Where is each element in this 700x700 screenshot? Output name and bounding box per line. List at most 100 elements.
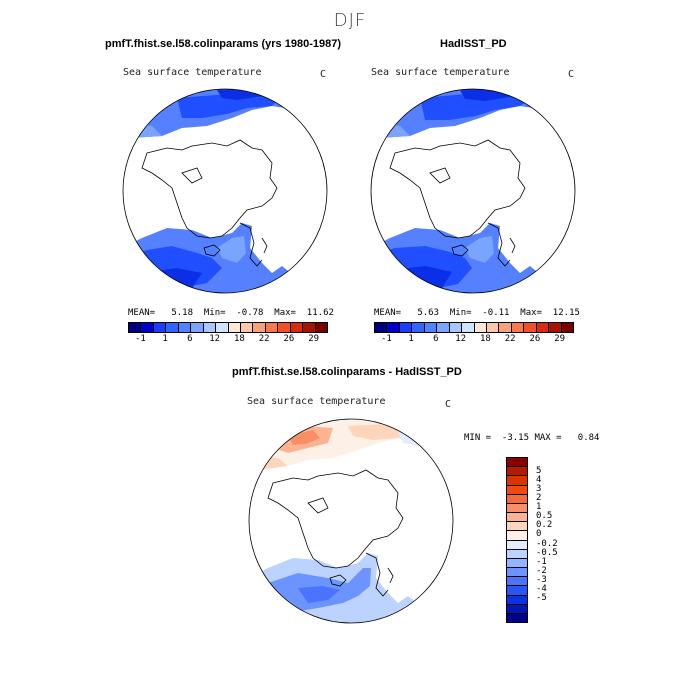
colorbar-tick-label: -1 — [536, 556, 547, 567]
colorbar-tick-label: 26 — [529, 334, 541, 344]
colorbar-tick-label: 29 — [554, 334, 566, 344]
colorbar-tick-label: 0.2 — [536, 520, 553, 531]
colorbar-swatch — [315, 323, 327, 332]
colorbar-swatch — [141, 323, 154, 332]
panel-1-stats: MEAN= 5.18 Min= -0.78 Max= 11.62 — [128, 308, 334, 318]
colorbar-tick-label: 3 — [536, 483, 542, 494]
colorbar-tick-label: -1 — [134, 334, 146, 344]
colorbar-swatch — [303, 323, 316, 332]
colorbar-tick-label: -1 — [380, 334, 392, 344]
colorbar-swatch — [507, 458, 527, 468]
colorbar-swatch — [129, 323, 142, 332]
colorbar-swatch — [412, 323, 425, 332]
colorbar-tick-label: -0.5 — [536, 547, 558, 558]
panel-2-stats: MEAN= 5.63 Min= -0.11 Max= 12.15 — [374, 308, 580, 318]
colorbar-swatch — [507, 494, 527, 504]
panel-3-colorbar-ticks: 5 4 3 2 1 0.5 0.2 0 -0.2 -0.5 -1 -2 -3 -4 -5 — [536, 457, 576, 621]
colorbar-tick-label: -5 — [536, 593, 547, 604]
colorbar-swatch — [507, 613, 527, 623]
colorbar-swatch — [499, 323, 512, 332]
colorbar-swatch — [507, 467, 527, 477]
colorbar-tick-label: 0 — [536, 529, 542, 540]
colorbar-swatch — [290, 323, 304, 332]
colorbar-swatch — [507, 568, 527, 578]
panel-2-unit-label: C — [568, 69, 575, 80]
colorbar-swatch — [437, 323, 450, 332]
colorbar-swatch — [265, 323, 279, 332]
colorbar-tick-label: 29 — [308, 334, 320, 344]
panel-3-polar-map — [248, 418, 454, 624]
panel-3-colorbar — [506, 457, 528, 623]
colorbar-swatch — [536, 323, 550, 332]
colorbar-tick-label: 6 — [187, 334, 193, 344]
panel-3-variable-label: Sea surface temperature — [247, 396, 386, 407]
panel-1-colorbar — [128, 322, 328, 333]
colorbar-swatch — [375, 323, 388, 332]
panel-2-polar-map — [370, 88, 576, 294]
panel-2-colorbar — [374, 322, 574, 333]
colorbar-tick-label: 1 — [536, 502, 542, 513]
colorbar-swatch — [449, 323, 463, 332]
colorbar-swatch — [524, 323, 537, 332]
panel-1-title: pmfT.fhist.se.l58.colinparams (yrs 1980-… — [105, 38, 341, 50]
colorbar-swatch — [507, 558, 527, 569]
panel-1-polar-map — [122, 88, 328, 294]
colorbar-tick-label: 5 — [536, 465, 542, 476]
colorbar-swatch — [507, 522, 527, 532]
colorbar-swatch — [549, 323, 562, 332]
colorbar-swatch — [507, 586, 527, 596]
colorbar-tick-label: 1 — [408, 334, 414, 344]
colorbar-swatch — [424, 323, 438, 332]
colorbar-swatch — [178, 323, 192, 332]
colorbar-swatch — [153, 323, 167, 332]
panel-1-colorbar-ticks: -1 1 6 12 18 22 26 29 — [128, 334, 326, 346]
colorbar-tick-label: -2 — [536, 565, 547, 576]
colorbar-swatch — [203, 323, 217, 332]
colorbar-tick-label: 22 — [504, 334, 516, 344]
colorbar-tick-label: 12 — [455, 334, 467, 344]
colorbar-swatch — [278, 323, 291, 332]
colorbar-tick-label: 4 — [536, 474, 542, 485]
panel-2-colorbar-ticks: -1 1 6 12 18 22 26 29 — [374, 334, 572, 346]
colorbar-swatch — [228, 323, 241, 332]
colorbar-swatch — [507, 513, 527, 523]
panel-2-title: HadISST_PD — [440, 38, 507, 50]
colorbar-tick-label: 1 — [162, 334, 168, 344]
colorbar-tick-label: 18 — [233, 334, 245, 344]
colorbar-swatch — [399, 323, 413, 332]
colorbar-swatch — [507, 476, 527, 486]
colorbar-tick-label: -0.2 — [536, 538, 558, 549]
colorbar-tick-label: 18 — [479, 334, 491, 344]
figure-title: DJF — [333, 10, 367, 31]
colorbar-swatch — [474, 323, 487, 332]
colorbar-swatch — [507, 577, 527, 587]
colorbar-tick-label: 0.5 — [536, 511, 553, 522]
colorbar-tick-label: 12 — [209, 334, 221, 344]
colorbar-swatch — [253, 323, 266, 332]
panel-1-unit-label: C — [320, 69, 327, 80]
panel-3-stats: MIN = -3.15 MAX = 0.84 — [464, 433, 600, 443]
colorbar-swatch — [507, 540, 527, 550]
colorbar-swatch — [507, 503, 527, 514]
colorbar-tick-label: -3 — [536, 575, 547, 585]
panel-1-variable-label: Sea surface temperature — [123, 67, 262, 78]
colorbar-tick-label: 26 — [283, 334, 295, 344]
colorbar-swatch — [511, 323, 525, 332]
colorbar-tick-label: 6 — [433, 334, 439, 344]
panel-2-variable-label: Sea surface temperature — [371, 67, 510, 78]
colorbar-swatch — [486, 323, 500, 332]
colorbar-swatch — [240, 323, 254, 332]
colorbar-swatch — [462, 323, 475, 332]
colorbar-swatch — [507, 531, 527, 541]
colorbar-swatch — [507, 485, 527, 495]
colorbar-swatch — [507, 604, 527, 614]
colorbar-swatch — [191, 323, 204, 332]
panel-3-unit-label: C — [445, 399, 452, 410]
colorbar-swatch — [216, 323, 229, 332]
colorbar-swatch — [507, 595, 527, 605]
panel-3-title: pmfT.fhist.se.l58.colinparams - HadISST_… — [232, 366, 462, 378]
colorbar-swatch — [507, 549, 527, 559]
colorbar-tick-label: 22 — [258, 334, 270, 344]
colorbar-tick-label: 2 — [536, 493, 542, 503]
colorbar-tick-label: -4 — [536, 584, 547, 595]
